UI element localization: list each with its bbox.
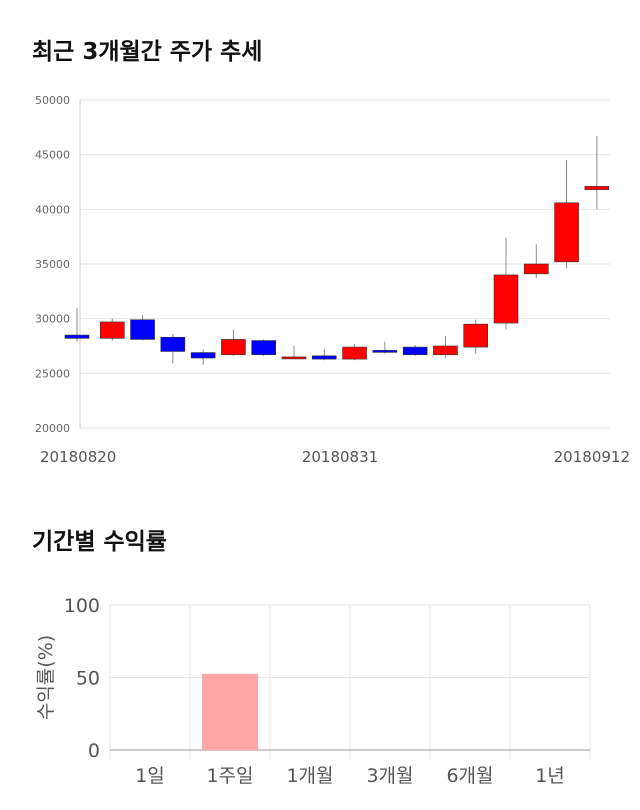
candle-body xyxy=(251,340,277,356)
candle-body xyxy=(160,336,186,352)
candle-body xyxy=(342,346,367,360)
candle-body xyxy=(523,263,549,275)
return-bar xyxy=(202,673,258,750)
y-tick-label: 25000 xyxy=(35,367,70,380)
x-tick-label: 1년 xyxy=(535,765,565,787)
x-tick-label: 3개월 xyxy=(366,765,413,787)
period-return-title: 기간별 수익률 xyxy=(32,529,167,555)
x-tick-label: 6개월 xyxy=(446,765,493,787)
candle-body xyxy=(463,323,489,348)
y-tick-label: 50 xyxy=(76,668,100,690)
y-tick-label: 45000 xyxy=(35,149,70,162)
candle-body xyxy=(221,339,246,356)
candle-body xyxy=(493,274,519,324)
x-tick-label: 20180831 xyxy=(302,448,378,466)
x-tick-label: 1개월 xyxy=(286,765,333,787)
candle-body xyxy=(281,356,307,360)
candle-body xyxy=(584,186,610,190)
x-tick-label: 20180912 xyxy=(554,448,630,466)
candle-body xyxy=(311,355,337,360)
y-tick-label: 30000 xyxy=(35,313,70,326)
candlestick-chart: 20000 25000 30000 35000 40000 45000 50000 20180… xyxy=(35,94,630,466)
candle-body xyxy=(433,345,458,356)
y-tick-label: 20000 xyxy=(35,422,70,435)
candle-body xyxy=(554,202,579,263)
candle-body xyxy=(64,334,90,339)
y-tick-label: 0 xyxy=(88,740,100,762)
candle-body xyxy=(402,346,428,356)
candle-body xyxy=(130,319,155,340)
y-tick-label: 100 xyxy=(64,595,100,617)
y-tick-label: 40000 xyxy=(35,203,70,216)
candle-body xyxy=(372,350,398,353)
stock-trend-title: 최근 3개월간 주가 추세 xyxy=(32,39,263,65)
candle-body xyxy=(99,321,125,339)
x-tick-label: 1주일 xyxy=(206,765,253,787)
y-axis-label: 수익률(%) xyxy=(35,635,57,720)
return-bar-chart: 0 50 100 1일 1주일 1개월 3개월 6개월 1년 수익률(%) xyxy=(35,595,591,787)
y-tick-label: 50000 xyxy=(35,94,70,107)
x-tick-label: 20180820 xyxy=(40,448,116,466)
x-tick-label: 1일 xyxy=(135,765,165,787)
y-tick-label: 35000 xyxy=(35,258,70,271)
candle-body xyxy=(190,352,216,359)
